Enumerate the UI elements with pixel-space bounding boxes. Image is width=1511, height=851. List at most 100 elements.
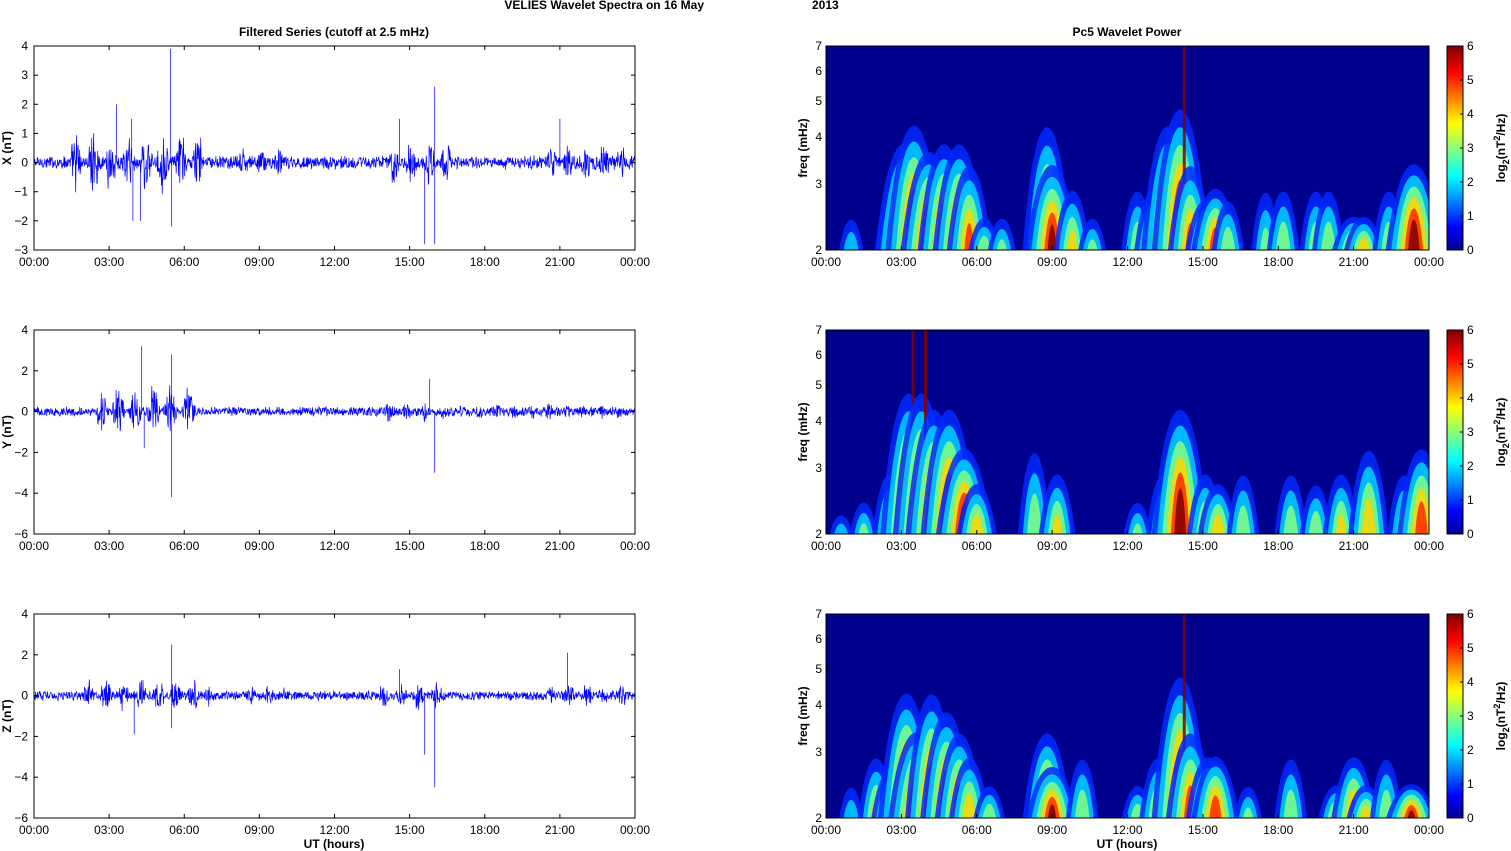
y-tick-label: −2: [14, 445, 28, 459]
spectrogram-panel-x: 00:00 03:00 06:00 09:00 12:00 15:00 18:00 21:00…: [796, 39, 1511, 269]
spectrogram-panel-z: 00:00 03:00 06:00 09:00 12:00 15:00 18:00 21:00…: [796, 607, 1511, 837]
colorbar-tick-label: 4: [1467, 675, 1474, 689]
y-tick-label: 1: [21, 126, 28, 140]
y-tick-label: 5: [815, 94, 822, 108]
power-level: [1047, 224, 1057, 250]
power-level: [1074, 789, 1090, 818]
colorbar-tick-label: 3: [1467, 709, 1474, 723]
power-level: [1408, 219, 1420, 250]
colorbar-tick-label: 3: [1467, 141, 1474, 155]
x-tick-label: 06:00: [962, 823, 992, 837]
y-tick-label: −3: [14, 243, 28, 257]
x-tick-label: 06:00: [962, 255, 992, 269]
power-level: [1047, 804, 1057, 818]
x-tick-label: 00:00: [811, 255, 841, 269]
power-level: [996, 239, 1007, 250]
y-tick-label: 2: [815, 527, 822, 541]
y-axis-label: Z (nT): [0, 699, 14, 732]
y-tick-label: 6: [815, 632, 822, 646]
power-level: [1211, 513, 1225, 534]
plot-area: [34, 614, 635, 818]
x-tick-label: 21:00: [545, 255, 575, 269]
power-level: [1174, 488, 1187, 534]
x-tick-label: 15:00: [1188, 823, 1218, 837]
power-level: [1283, 505, 1299, 534]
y-tick-label: 2: [21, 97, 28, 111]
x-tick-label: 15:00: [1188, 255, 1218, 269]
series-line: [34, 644, 635, 788]
colorbar-tick-label: 2: [1467, 175, 1474, 189]
power-level: [1067, 230, 1078, 250]
y-tick-label: 2: [815, 243, 822, 257]
x-tick-label: 18:00: [1263, 823, 1293, 837]
x-tick-label: 09:00: [1037, 255, 1067, 269]
y-tick-label: 4: [21, 323, 28, 337]
y-tick-label: 3: [815, 745, 822, 759]
left-column-title: Filtered Series (cutoff at 2.5 mHz): [239, 25, 429, 39]
power-level: [1361, 498, 1376, 534]
power-level: [970, 513, 984, 534]
x-tick-label: 03:00: [886, 539, 916, 553]
y-tick-label: 4: [21, 39, 28, 53]
y-tick-label: 3: [815, 177, 822, 191]
x-tick-label: 00:00: [620, 255, 650, 269]
power-level: [1052, 514, 1063, 534]
x-tick-label: 09:00: [1037, 823, 1067, 837]
y-axis-label: freq (mHz): [796, 402, 810, 461]
colorbar-tick-label: 1: [1467, 777, 1474, 791]
x-tick-label: 09:00: [1037, 539, 1067, 553]
power-level: [1308, 510, 1324, 534]
power-level: [1275, 221, 1291, 250]
figure-title-year: 2013: [812, 0, 839, 12]
y-tick-label: 3: [21, 68, 28, 82]
series-line: [34, 346, 635, 498]
power-level: [1359, 805, 1373, 818]
colorbar-tick-label: 1: [1467, 209, 1474, 223]
x-tick-label: 15:00: [395, 539, 425, 553]
x-tick-label: 18:00: [470, 539, 500, 553]
x-tick-label: 00:00: [620, 539, 650, 553]
right-column-title: Pc5 Wavelet Power: [1073, 25, 1182, 39]
power-level: [1407, 810, 1416, 818]
y-tick-label: 0: [21, 156, 28, 170]
power-level: [1132, 523, 1143, 534]
y-tick-label: 5: [815, 378, 822, 392]
x-tick-label: 09:00: [244, 823, 274, 837]
x-tick-label: 12:00: [319, 539, 349, 553]
x-tick-label: 15:00: [395, 823, 425, 837]
colorbar-tick-label: 5: [1467, 641, 1474, 655]
colorbar-tick-label: 6: [1467, 39, 1474, 53]
y-tick-label: 2: [21, 648, 28, 662]
x-tick-label: 03:00: [94, 823, 124, 837]
x-tick-label: 00:00: [19, 539, 49, 553]
y-tick-label: −6: [14, 811, 28, 825]
power-level: [1335, 514, 1347, 534]
power-level: [1209, 795, 1222, 818]
power-level: [982, 803, 997, 818]
x-tick-label: 12:00: [319, 823, 349, 837]
y-tick-label: 7: [815, 323, 822, 337]
power-level: [962, 793, 976, 818]
x-tick-label: 21:00: [1339, 823, 1369, 837]
y-tick-label: −4: [14, 486, 28, 500]
y-tick-label: 0: [21, 405, 28, 419]
x-tick-label: 03:00: [886, 255, 916, 269]
x-tick-label: 12:00: [1112, 255, 1142, 269]
x-tick-label: 00:00: [811, 539, 841, 553]
y-tick-label: 6: [815, 348, 822, 362]
series-panel-x: 00:00 03:00 06:00 09:00 12:00 15:00 18:00 21:00…: [0, 39, 650, 269]
power-level: [1357, 237, 1370, 250]
x-tick-label: 18:00: [1263, 539, 1293, 553]
series-panel-z: 00:00 03:00 06:00 09:00 12:00 15:00 18:00 21:00…: [0, 607, 650, 837]
power-level: [1027, 493, 1042, 534]
colorbar-label: log2(nT2/Hz): [1492, 114, 1511, 183]
colorbar-tick-label: 4: [1467, 391, 1474, 405]
y-tick-label: 4: [21, 607, 28, 621]
x-tick-label: 15:00: [1188, 539, 1218, 553]
colorbar-tick-label: 5: [1467, 357, 1474, 371]
left-xlabel: UT (hours): [304, 837, 365, 851]
x-tick-label: 21:00: [545, 823, 575, 837]
y-axis-label: Y (nT): [0, 415, 14, 449]
x-tick-label: 18:00: [470, 823, 500, 837]
